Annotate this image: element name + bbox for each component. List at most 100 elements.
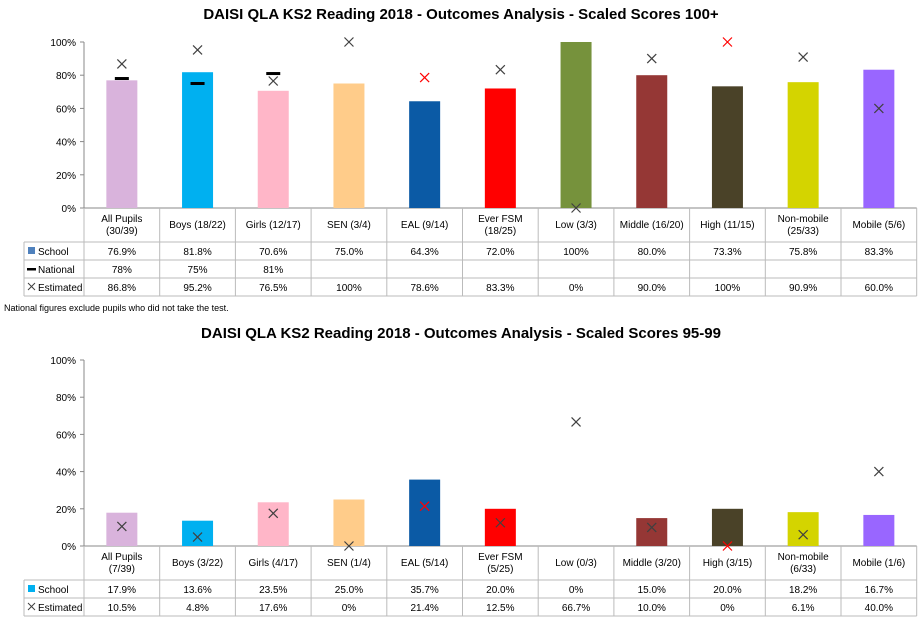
estimated-marker-5 <box>419 501 430 512</box>
data-label: 0% <box>569 585 584 596</box>
bar-10 <box>787 512 819 546</box>
data-label: 66.7% <box>562 603 590 614</box>
category-label: (18/25) <box>485 226 517 237</box>
category-label: High (3/15) <box>703 558 752 569</box>
estimated-marker-9 <box>722 541 733 551</box>
data-label: 73.3% <box>713 247 741 258</box>
estimated-marker-4 <box>344 541 354 551</box>
category-label: All Pupils <box>101 214 142 225</box>
legend-label-national: National <box>38 265 75 276</box>
data-label: 4.8% <box>186 603 209 614</box>
data-label: 81.8% <box>183 247 211 258</box>
data-label: 20.0% <box>486 585 514 596</box>
estimated-marker-4 <box>344 37 354 47</box>
y-tick-label: 100% <box>50 356 76 367</box>
data-label: 20.0% <box>713 585 741 596</box>
estimated-marker-11 <box>873 103 884 114</box>
data-label: 72.0% <box>486 247 514 258</box>
bar-6 <box>484 88 516 208</box>
category-label: Middle (3/20) <box>623 558 681 569</box>
national-marker-3 <box>266 72 281 76</box>
y-tick-label: 0% <box>62 204 77 215</box>
data-label: 12.5% <box>486 603 514 614</box>
bar-11 <box>863 514 895 546</box>
data-label: 17.9% <box>108 585 136 596</box>
category-label: Middle (16/20) <box>620 220 684 231</box>
data-label: 17.6% <box>259 603 287 614</box>
estimated-marker-3 <box>268 76 279 86</box>
estimated-marker-10 <box>798 529 809 540</box>
data-label: 10.5% <box>108 603 136 614</box>
data-label: 21.4% <box>410 603 438 614</box>
data-label: 10.0% <box>638 603 666 614</box>
bar-8 <box>636 518 668 546</box>
category-label: Girls (4/17) <box>249 558 298 569</box>
bar-10 <box>787 82 819 208</box>
data-label: 15.0% <box>638 585 666 596</box>
estimated-marker-10 <box>798 52 809 63</box>
category-label: (30/39) <box>106 226 138 237</box>
data-label: 70.6% <box>259 247 287 258</box>
bar-11 <box>863 69 895 208</box>
bar-5 <box>409 101 441 208</box>
y-tick-label: 60% <box>56 430 76 441</box>
category-label: SEN (3/4) <box>327 220 371 231</box>
national-footnote: National figures exclude pupils who did … <box>4 303 229 313</box>
bar-2 <box>182 520 214 546</box>
category-label: (5/25) <box>487 564 513 575</box>
data-label: 100% <box>563 247 589 258</box>
data-label: 6.1% <box>792 603 815 614</box>
estimated-marker-8 <box>646 522 657 533</box>
bar-1 <box>106 80 138 208</box>
y-tick-label: 60% <box>56 104 76 115</box>
estimated-marker-9 <box>722 37 733 47</box>
data-label: 100% <box>336 283 362 294</box>
legend-label-school: School <box>38 585 69 596</box>
data-label: 35.7% <box>410 585 438 596</box>
estimated-marker-2 <box>192 532 203 542</box>
bar-3 <box>257 90 289 208</box>
estimated-marker-7 <box>571 203 581 213</box>
bar-1 <box>106 512 138 546</box>
data-label: 76.5% <box>259 283 287 294</box>
legend-key-estimated <box>27 602 36 611</box>
legend-key-estimated <box>27 282 36 291</box>
data-label: 78% <box>112 265 132 276</box>
y-tick-label: 80% <box>56 71 76 82</box>
legend-label-estimated: Estimated <box>38 283 82 294</box>
y-tick-label: 20% <box>56 505 76 516</box>
category-label: Boys (18/22) <box>169 220 226 231</box>
y-tick-label: 40% <box>56 468 76 479</box>
y-tick-label: 0% <box>62 542 77 553</box>
data-label: 83.3% <box>865 247 893 258</box>
data-label: 60.0% <box>865 283 893 294</box>
category-label: Low (0/3) <box>555 558 597 569</box>
estimated-marker-6 <box>495 64 506 75</box>
bar-4 <box>333 83 365 208</box>
legend-key-school <box>28 247 35 254</box>
data-label: 78.6% <box>410 283 438 294</box>
legend-key-national <box>27 268 36 271</box>
category-label: (7/39) <box>109 564 135 575</box>
y-tick-label: 100% <box>50 38 76 49</box>
data-label: 75.8% <box>789 247 817 258</box>
data-label: 80.0% <box>638 247 666 258</box>
legend-label-school: School <box>38 247 69 258</box>
data-label: 0% <box>569 283 584 294</box>
bar-8 <box>636 75 668 208</box>
category-label: EAL (9/14) <box>401 220 448 231</box>
category-label: EAL (5/14) <box>401 558 448 569</box>
estimated-marker-1 <box>116 58 127 69</box>
estimated-marker-1 <box>116 521 127 532</box>
data-label: 16.7% <box>865 585 893 596</box>
data-label: 13.6% <box>183 585 211 596</box>
legend-key-school <box>28 585 35 592</box>
estimated-marker-5 <box>419 72 430 83</box>
data-label: 0% <box>342 603 357 614</box>
category-label: Mobile (5/6) <box>852 220 905 231</box>
data-label: 90.0% <box>638 283 666 294</box>
data-label: 75.0% <box>335 247 363 258</box>
y-tick-label: 40% <box>56 138 76 149</box>
national-marker-2 <box>190 82 205 85</box>
